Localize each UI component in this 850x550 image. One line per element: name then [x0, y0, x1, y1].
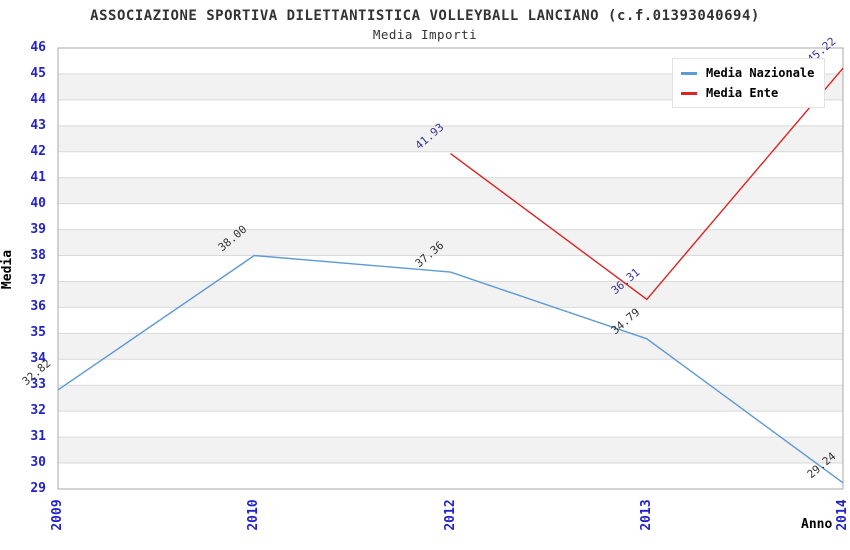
y-tick-label: 32 [30, 403, 46, 418]
grid-band [58, 463, 843, 489]
y-tick-label: 44 [30, 92, 46, 107]
grid-band [58, 229, 843, 256]
y-tick-label: 35 [30, 325, 46, 340]
chart-subtitle: Media Importi [372, 27, 478, 42]
y-tick-label: 41 [30, 170, 46, 185]
y-tick-label: 29 [30, 481, 46, 496]
chart-title: ASSOCIAZIONE SPORTIVA DILETTANTISTICA VO… [90, 8, 760, 24]
y-tick-label: 36 [30, 299, 46, 314]
plot-border [57, 47, 844, 490]
grid-band [58, 177, 843, 204]
grid-band [58, 203, 843, 230]
y-tick-label: 43 [30, 118, 46, 133]
grid-band [58, 281, 843, 308]
legend-swatch-icon [681, 91, 697, 95]
grid-band [58, 359, 843, 386]
grid-band [58, 437, 843, 464]
legend-label: Media Ente [706, 86, 779, 100]
x-tick-label: 2010 [246, 499, 261, 531]
y-tick-label: 46 [30, 40, 46, 55]
grid-band [58, 333, 843, 360]
y-tick-label: 45 [30, 66, 46, 81]
grid-band [58, 411, 843, 438]
series-line-media-ente [450, 67, 844, 301]
legend-swatch-icon [681, 71, 697, 75]
y-tick-label: 31 [30, 429, 46, 444]
x-tick-label: 2013 [639, 499, 654, 531]
legend: Media Nazionale Media Ente [672, 58, 826, 108]
grid-band [58, 255, 843, 282]
y-tick-label: 42 [30, 144, 46, 159]
legend-item: Media Nazionale [681, 66, 814, 80]
grid-band [58, 151, 843, 178]
x-tick-label: 2009 [50, 499, 65, 531]
series-line-media-nazionale [57, 254, 844, 484]
y-tick-label: 38 [30, 248, 46, 263]
y-tick-label: 30 [30, 455, 46, 470]
grid-band [58, 307, 843, 334]
x-tick-label: 2012 [443, 499, 458, 531]
legend-label: Media Nazionale [706, 66, 815, 80]
y-tick-label: 40 [30, 196, 46, 211]
grid-band [58, 385, 843, 412]
y-tick-label: 33 [30, 377, 46, 392]
y-axis-title: Media [0, 249, 16, 290]
y-tick-label: 34 [30, 351, 46, 366]
y-tick-label: 39 [30, 222, 46, 237]
y-tick-label: 37 [30, 273, 46, 288]
x-tick-label: 2014 [835, 499, 850, 531]
x-axis-title: Anno [801, 517, 833, 532]
legend-item: Media Ente [681, 86, 814, 100]
grid-band [58, 125, 843, 152]
